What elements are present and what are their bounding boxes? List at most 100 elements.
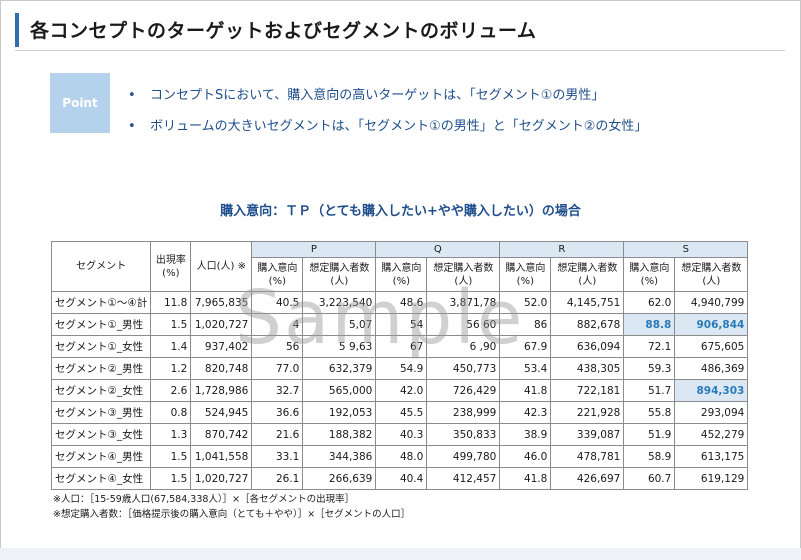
header-buyers-text: 想定購入者数 (人) <box>681 262 742 287</box>
cell-intent: 42.0 <box>375 379 428 402</box>
cell-intent: 59.3 <box>623 357 676 380</box>
cell-intent: 56 <box>251 335 304 358</box>
cell-intent: 77.0 <box>251 357 304 380</box>
cell-buyers: 675,605 <box>674 335 749 358</box>
cell-buyers: 188,382 <box>302 423 377 446</box>
cell-intent: 41.8 <box>499 467 552 490</box>
cell-buyers: 882,678 <box>550 313 625 336</box>
cell-intent: 72.1 <box>623 335 676 358</box>
cell-buyers: 238,999 <box>426 401 501 424</box>
cell-intent: 40.4 <box>375 467 428 490</box>
table-row: セグメント④_男性 1.5 1,041,558 33.1 344,386 48.0 499,… <box>50 445 749 468</box>
cell-segment: セグメント①_女性 <box>50 335 152 358</box>
table-row: セグメント②_男性 1.2 820,748 77.0 632,379 54.9 450,77… <box>50 357 749 380</box>
cell-intent: 38.9 <box>499 423 552 446</box>
cell-intent: 21.6 <box>251 423 304 446</box>
cell-buyers: 906,844 <box>674 313 749 336</box>
cell-buyers: 613,175 <box>674 445 749 468</box>
cell-intent: 62.0 <box>623 291 676 314</box>
title-divider <box>15 50 785 51</box>
cell-buyers: 726,429 <box>426 379 501 402</box>
cell-rate: 1.5 <box>150 467 192 490</box>
cell-intent: 51.9 <box>623 423 676 446</box>
cell-rate: 2.6 <box>150 379 192 402</box>
page-title: 各コンセプトのターゲットおよびセグメントのボリューム <box>30 20 537 42</box>
header-group-s: S <box>623 241 749 258</box>
cell-buyers: 4,940,799 <box>674 291 749 314</box>
header-intent-text: 購入意向 (%) <box>505 262 546 287</box>
header-population: 人口(人) ※ <box>190 241 253 292</box>
cell-intent: 55.8 <box>623 401 676 424</box>
cell-intent: 48.6 <box>375 291 428 314</box>
cell-buyers: 4,145,751 <box>550 291 625 314</box>
cell-buyers: 722,181 <box>550 379 625 402</box>
cell-intent: 40.5 <box>251 291 304 314</box>
header-intent: 購入意向 (%) <box>251 257 304 292</box>
table-row: セグメント③_女性 1.3 870,742 21.6 188,382 40.3 350,83… <box>50 423 749 446</box>
header-buyers-text: 想定購入者数 (人) <box>309 262 370 287</box>
cell-intent: 86 <box>499 313 552 336</box>
cell-intent: 51.7 <box>623 379 676 402</box>
cell-buyers: 894,303 <box>674 379 749 402</box>
cell-population: 1,020,727 <box>190 313 253 336</box>
header-group-q: Q <box>375 241 501 258</box>
cell-intent: 4 <box>251 313 304 336</box>
cell-population: 1,728,986 <box>190 379 253 402</box>
cell-buyers: 266,639 <box>302 467 377 490</box>
header-intent-text: 購入意向 (%) <box>257 262 298 287</box>
cell-population: 7,965,835 <box>190 291 253 314</box>
header-intent-text: 購入意向 (%) <box>629 262 670 287</box>
cell-population: 820,748 <box>190 357 253 380</box>
cell-buyers: 426,697 <box>550 467 625 490</box>
cell-segment: セグメント③_男性 <box>50 401 152 424</box>
cell-intent: 54 <box>375 313 428 336</box>
cell-buyers: 3,871,78 <box>426 291 501 314</box>
cell-intent: 40.3 <box>375 423 428 446</box>
bullet-marker: • <box>128 119 136 134</box>
header-buyers: 想定購入者数 (人) <box>302 257 377 292</box>
point-bullet-text: ボリュームの大きいセグメントは、「セグメント①の男性」と「セグメント②の女性」 <box>150 119 648 134</box>
cell-intent: 54.9 <box>375 357 428 380</box>
cell-segment: セグメント③_女性 <box>50 423 152 446</box>
cell-buyers: 565,000 <box>302 379 377 402</box>
cell-buyers: 636,094 <box>550 335 625 358</box>
cell-segment: セグメント①_男性 <box>50 313 152 336</box>
cell-buyers: 5 9,63 <box>302 335 377 358</box>
header-buyers-text: 想定購入者数 (人) <box>557 262 618 287</box>
subheader-row: 購入意向 (%) 想定購入者数 (人) 購入意向 (%) 想定購入者数 (人) 購入意向… <box>52 257 749 292</box>
header-buyers-text: 想定購入者数 (人) <box>433 262 494 287</box>
cell-intent: 67 <box>375 335 428 358</box>
cell-rate: 1.3 <box>150 423 192 446</box>
cell-rate: 0.8 <box>150 401 192 424</box>
table-title: 購入意向：ＴＰ（とても購入したい+やや購入したい）の場合 <box>220 204 581 219</box>
cell-buyers: 486,369 <box>674 357 749 380</box>
cell-population: 1,020,727 <box>190 467 253 490</box>
segment-volume-table: セグメント 出現率 (%) 人口(人) ※ P Q R S 購入意向 (%) 想定… <box>50 241 749 490</box>
cell-segment: セグメント④_男性 <box>50 445 152 468</box>
table-row: セグメント①～④計 11.8 7,965,835 40.5 3,223,540 48.6 3… <box>50 291 749 314</box>
bottom-bar <box>0 548 801 560</box>
table-row: セグメント①_女性 1.4 937,402 56 5 9,63 67 6 ,90 67.9 63… <box>50 335 749 358</box>
cell-buyers: 344,386 <box>302 445 377 468</box>
cell-buyers: 452,279 <box>674 423 749 446</box>
header-buyers: 想定購入者数 (人) <box>426 257 501 292</box>
cell-segment: セグメント②_男性 <box>50 357 152 380</box>
cell-intent: 46.0 <box>499 445 552 468</box>
table-row: セグメント①_男性 1.5 1,020,727 4 5,07 54 56 60 86 882,6… <box>50 313 749 336</box>
cell-rate: 1.4 <box>150 335 192 358</box>
header-intent-text: 購入意向 (%) <box>381 262 422 287</box>
header-group-r: R <box>499 241 625 258</box>
cell-intent: 41.8 <box>499 379 552 402</box>
cell-rate: 1.2 <box>150 357 192 380</box>
cell-rate: 11.8 <box>150 291 192 314</box>
table-row: セグメント③_男性 0.8 524,945 36.6 192,053 45.5 238,99… <box>50 401 749 424</box>
cell-buyers: 450,773 <box>426 357 501 380</box>
cell-intent: 45.5 <box>375 401 428 424</box>
header-buyers: 想定購入者数 (人) <box>550 257 625 292</box>
cell-intent: 48.0 <box>375 445 428 468</box>
point-badge: Point <box>50 73 110 133</box>
cell-segment: セグメント④_女性 <box>50 467 152 490</box>
cell-population: 524,945 <box>190 401 253 424</box>
note-buyers: ※想定購入者数：［価格提示後の購入意向（とても＋やや）］×［セグメントの人口］ <box>53 509 411 520</box>
cell-rate: 1.5 <box>150 313 192 336</box>
